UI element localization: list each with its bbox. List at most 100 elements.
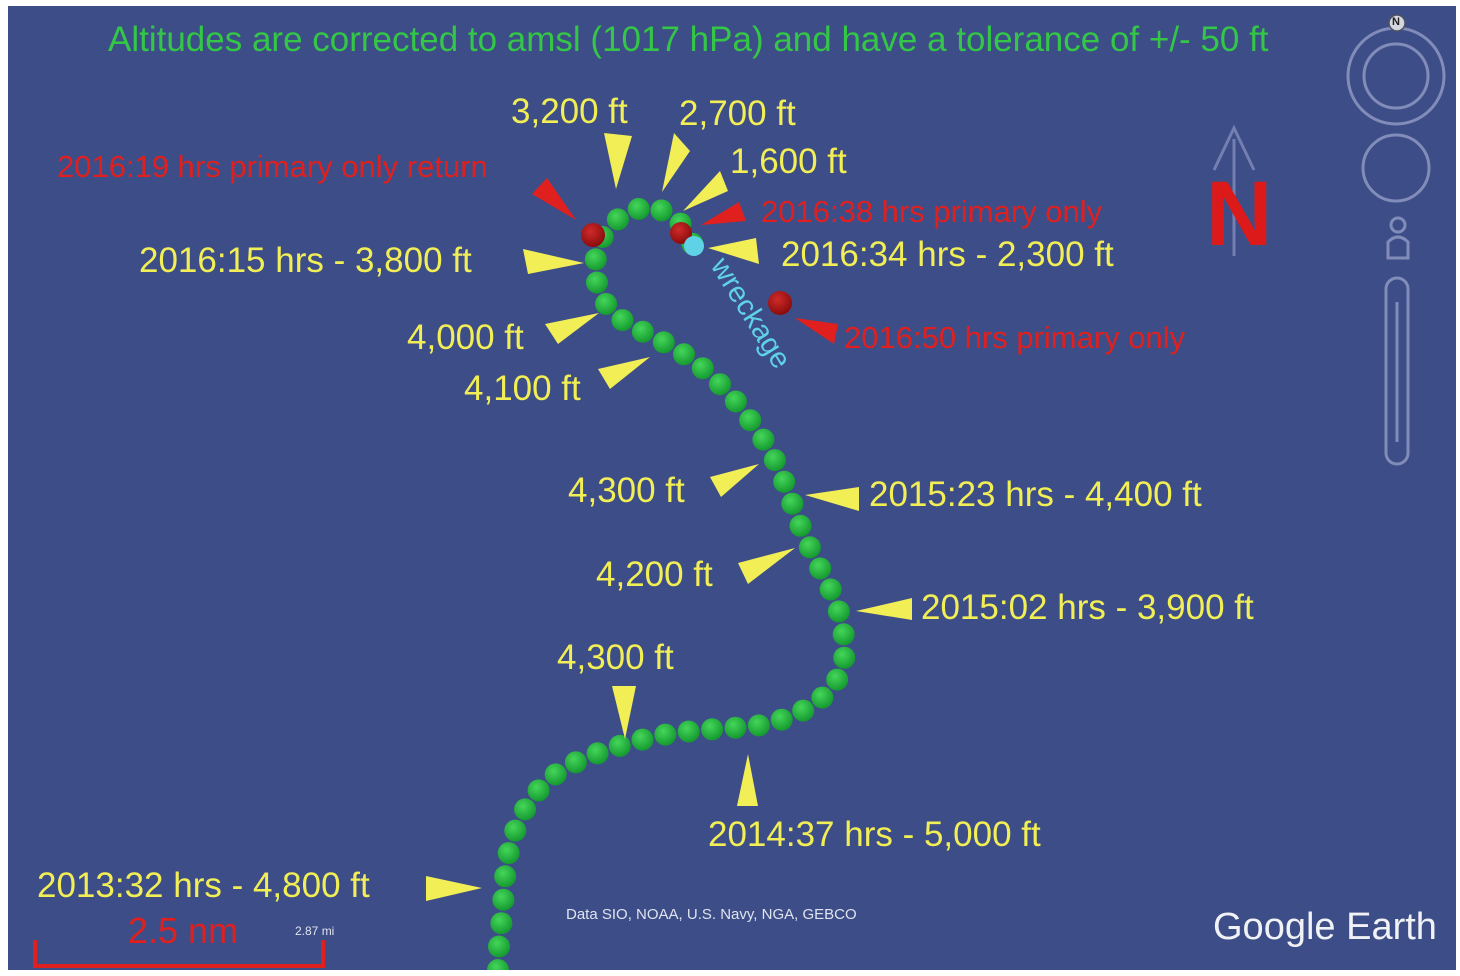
- pointer-4300b: [612, 686, 636, 739]
- track-point: [809, 557, 832, 580]
- track-point: [833, 646, 856, 669]
- label-201615: 2016:15 hrs - 3,800 ft: [139, 241, 472, 280]
- compass-letter: N: [1392, 16, 1400, 28]
- look-joystick-icon[interactable]: [1361, 133, 1431, 203]
- track-point: [514, 798, 537, 821]
- data-credits: Data SIO, NOAA, U.S. Navy, NGA, GEBCO: [566, 906, 857, 923]
- north-label: N: [1206, 163, 1273, 265]
- scale-label: 2.5 nm: [128, 910, 239, 951]
- scale-small-label: 2.87 mi: [295, 924, 335, 938]
- track-point: [673, 343, 695, 366]
- pointer-p201619: [532, 178, 576, 220]
- track-point: [586, 742, 609, 765]
- track-point: [527, 779, 550, 802]
- label-alt-4300a: 4,300 ft: [568, 471, 685, 510]
- track-point: [488, 935, 510, 958]
- track-point: [631, 320, 654, 343]
- label-201523: 2015:23 hrs - 4,400 ft: [869, 475, 1202, 514]
- track-point: [595, 292, 618, 315]
- track-point: [677, 720, 700, 743]
- track-point: [819, 578, 842, 601]
- track-point: [627, 197, 650, 220]
- map-view[interactable]: Altitudes are corrected to amsl (1017 hP…: [8, 6, 1456, 970]
- primary-return-marker-201619[interactable]: [581, 223, 605, 247]
- pointer-201502: [856, 598, 912, 620]
- track-point: [739, 409, 762, 432]
- track-point: [544, 763, 567, 786]
- label-alt-4200: 4,200 ft: [596, 555, 713, 594]
- track-point: [832, 623, 855, 646]
- compass-ring-icon[interactable]: [1346, 14, 1446, 126]
- track-point: [773, 470, 796, 493]
- label-p201638: 2016:38 hrs primary only: [761, 194, 1103, 229]
- header-note: Altitudes are corrected to amsl (1017 hP…: [108, 20, 1269, 59]
- track-point: [487, 959, 509, 970]
- altitude-pointers: [426, 133, 912, 901]
- track-point: [763, 449, 786, 472]
- track-point: [752, 428, 775, 451]
- scale-bar: [33, 940, 325, 968]
- brand-logo: Google Earth: [1213, 906, 1437, 948]
- pegman-icon[interactable]: [1386, 216, 1410, 260]
- pointer-3200: [604, 133, 632, 189]
- label-p201650: 2016:50 hrs primary only: [844, 320, 1186, 355]
- pointer-201523: [805, 487, 859, 511]
- track-point: [490, 912, 513, 935]
- pointer-201634: [708, 238, 759, 264]
- label-201634: 2016:34 hrs - 2,300 ft: [781, 235, 1114, 274]
- primary-return-pointers: [532, 178, 838, 344]
- label-alt-3200: 3,200 ft: [511, 92, 628, 131]
- track-point: [564, 751, 587, 774]
- pointer-201437: [737, 754, 758, 806]
- track-point: [611, 309, 634, 332]
- label-alt-4300b: 4,300 ft: [557, 638, 674, 677]
- track-point: [789, 514, 812, 537]
- track-point: [492, 888, 515, 911]
- track-point: [811, 686, 834, 709]
- pointer-4300a: [710, 464, 759, 497]
- pointer-4000: [545, 313, 599, 344]
- pointer-p201638: [701, 202, 746, 225]
- label-p201619: 2016:19 hrs primary only return: [57, 149, 488, 184]
- label-201437: 2014:37 hrs - 5,000 ft: [708, 815, 1041, 854]
- wreckage-marker[interactable]: [684, 236, 704, 256]
- track-point: [701, 718, 724, 741]
- track-point: [724, 390, 747, 413]
- label-alt-2700: 2,700 ft: [679, 94, 796, 133]
- track-point: [691, 357, 714, 380]
- track-point: [650, 199, 673, 222]
- track-point: [586, 271, 608, 294]
- track-point: [584, 248, 607, 271]
- track-point: [781, 492, 804, 515]
- track-point: [798, 536, 821, 559]
- track-point: [827, 600, 850, 623]
- track-point: [494, 865, 517, 888]
- track-point: [606, 208, 629, 231]
- pointer-4200: [738, 548, 795, 584]
- track-point: [654, 723, 677, 746]
- track-point: [497, 842, 520, 865]
- label-201332: 2013:32 hrs - 4,800 ft: [37, 866, 370, 905]
- pointer-2700: [662, 133, 690, 192]
- pointer-201615: [523, 249, 584, 274]
- label-201502: 2015:02 hrs - 3,900 ft: [921, 588, 1254, 627]
- pointer-p201650: [795, 318, 838, 344]
- north-arrow-icon: [1212, 124, 1256, 256]
- navigation-controls[interactable]: [1212, 14, 1446, 466]
- zoom-slider-icon[interactable]: [1384, 276, 1410, 466]
- primary-return-marker-201638[interactable]: [670, 222, 692, 244]
- track-point: [826, 668, 849, 691]
- track-point: [747, 714, 770, 737]
- track-point: [608, 734, 631, 757]
- map-overlay: [33, 14, 1446, 970]
- track-point: [631, 728, 654, 751]
- label-alt-4100: 4,100 ft: [464, 369, 581, 408]
- pointer-1600: [683, 171, 728, 211]
- label-alt-4000: 4,000 ft: [407, 318, 524, 357]
- track-point: [724, 716, 747, 739]
- track-point: [504, 819, 527, 842]
- primary-return-marker-201650[interactable]: [768, 291, 792, 315]
- track-point: [652, 331, 675, 354]
- track-point: [709, 373, 731, 396]
- track-point: [792, 699, 815, 722]
